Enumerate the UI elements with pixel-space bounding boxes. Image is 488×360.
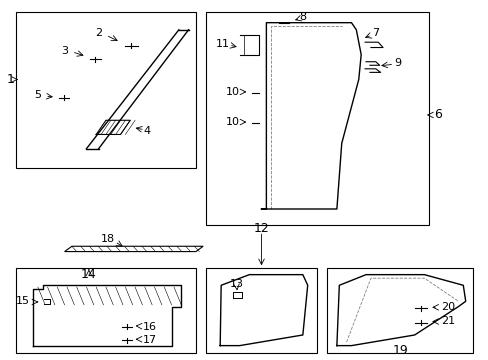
Text: 15: 15 (16, 296, 30, 306)
Text: 17: 17 (142, 335, 156, 345)
Text: 21: 21 (441, 316, 455, 327)
Text: 10: 10 (225, 87, 239, 97)
Text: 4: 4 (143, 126, 150, 136)
Text: 14: 14 (81, 268, 97, 281)
Text: 16: 16 (142, 322, 156, 332)
Text: 2: 2 (95, 28, 102, 38)
Text: 6: 6 (433, 108, 441, 121)
Text: 10: 10 (225, 117, 239, 127)
Text: 19: 19 (391, 345, 407, 357)
Text: 11: 11 (215, 39, 229, 49)
Text: 5: 5 (34, 90, 41, 100)
Text: 1: 1 (6, 73, 14, 86)
Text: 3: 3 (61, 46, 68, 56)
Text: 13: 13 (229, 279, 243, 288)
Text: 12: 12 (253, 222, 269, 235)
Text: 20: 20 (441, 302, 455, 312)
Text: 7: 7 (371, 28, 379, 38)
Text: 18: 18 (101, 234, 115, 244)
Text: 8: 8 (299, 12, 306, 22)
Text: 9: 9 (393, 58, 400, 68)
